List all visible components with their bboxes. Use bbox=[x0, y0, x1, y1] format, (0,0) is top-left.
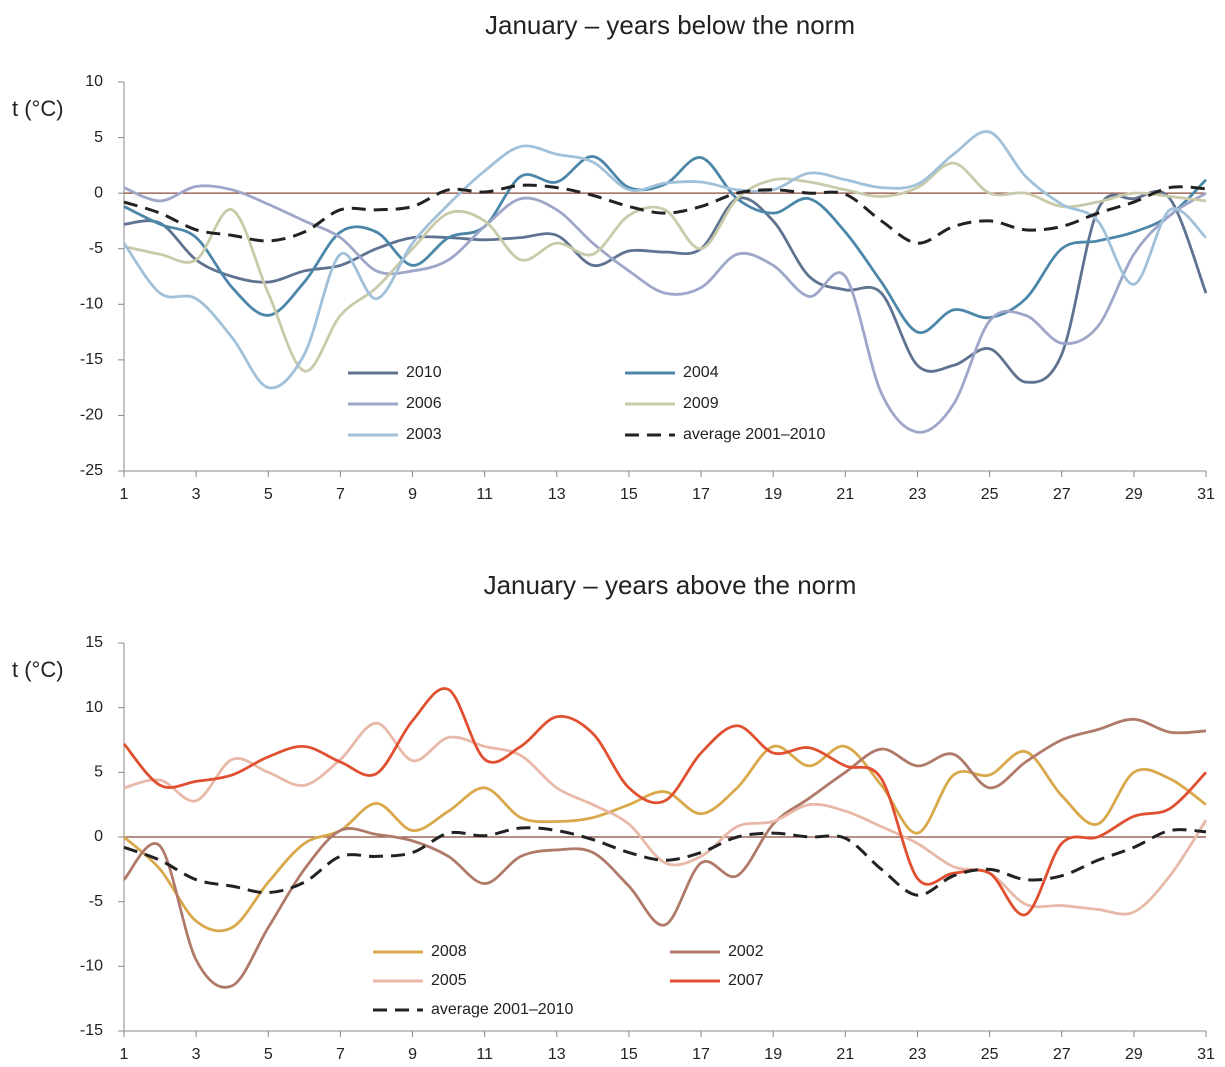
x-tick-label: 21 bbox=[836, 1046, 854, 1063]
series-line bbox=[123, 189, 1208, 384]
x-tick-label: 27 bbox=[1053, 486, 1071, 503]
y-tick-label: -15 bbox=[80, 351, 103, 368]
x-tick-label: 23 bbox=[909, 1046, 927, 1063]
x-tick-label: 15 bbox=[620, 1046, 638, 1063]
x-tick-label: 31 bbox=[1197, 1046, 1215, 1063]
legend-label: 2007 bbox=[728, 972, 764, 989]
x-tick-label: 13 bbox=[548, 1046, 566, 1063]
series-line bbox=[122, 717, 1207, 989]
x-tick-label: 25 bbox=[981, 486, 999, 503]
x-tick-label: 5 bbox=[264, 486, 273, 503]
y-tick-label: 0 bbox=[94, 184, 103, 201]
y-tick-label: 0 bbox=[94, 828, 103, 845]
x-tick-label: 29 bbox=[1125, 1046, 1143, 1063]
y-tick-label: 10 bbox=[85, 699, 103, 716]
series-line bbox=[123, 744, 1207, 933]
legend-label: 2003 bbox=[406, 426, 442, 443]
y-tick-label: -10 bbox=[80, 296, 103, 313]
x-tick-label: 11 bbox=[476, 486, 493, 503]
x-tick-label: 23 bbox=[909, 486, 927, 503]
x-tick-label: 31 bbox=[1197, 486, 1215, 503]
x-tick-label: 15 bbox=[620, 486, 638, 503]
x-tick-label: 11 bbox=[476, 1046, 493, 1063]
y-tick-label: 15 bbox=[85, 634, 103, 651]
x-tick-label: 7 bbox=[336, 486, 345, 503]
x-tick-label: 9 bbox=[408, 486, 417, 503]
x-tick-label: 27 bbox=[1053, 1046, 1071, 1063]
y-tick-label: -20 bbox=[80, 407, 103, 424]
x-tick-label: 3 bbox=[192, 486, 201, 503]
x-tick-label: 1 bbox=[120, 486, 129, 503]
legend-label: average 2001–2010 bbox=[431, 1001, 573, 1018]
legend-label: average 2001–2010 bbox=[683, 426, 825, 443]
x-tick-label: 21 bbox=[836, 486, 854, 503]
series-line bbox=[123, 721, 1208, 916]
chart-title: January – years above the norm bbox=[484, 570, 857, 600]
series-line bbox=[122, 687, 1208, 917]
y-tick-label: 5 bbox=[94, 129, 103, 146]
x-tick-label: 1 bbox=[120, 1046, 129, 1063]
x-tick-label: 13 bbox=[548, 486, 566, 503]
legend-label: 2004 bbox=[683, 364, 719, 381]
y-axis-label: t (°C) bbox=[12, 657, 64, 682]
x-tick-label: 19 bbox=[764, 486, 782, 503]
x-tick-label: 17 bbox=[692, 1046, 710, 1063]
y-tick-label: -5 bbox=[89, 240, 103, 257]
x-tick-label: 19 bbox=[764, 1046, 782, 1063]
y-tick-label: -10 bbox=[80, 958, 103, 975]
y-tick-label: 5 bbox=[94, 764, 103, 781]
legend-label: 2008 bbox=[431, 943, 467, 960]
legend-label: 2005 bbox=[431, 972, 467, 989]
x-tick-label: 9 bbox=[408, 1046, 417, 1063]
series-line bbox=[123, 183, 1207, 245]
y-tick-label: -25 bbox=[80, 462, 103, 479]
legend-label: 2010 bbox=[406, 364, 442, 381]
x-tick-label: 5 bbox=[264, 1046, 273, 1063]
x-tick-label: 25 bbox=[981, 1046, 999, 1063]
y-tick-label: -15 bbox=[80, 1022, 103, 1039]
y-axis-label: t (°C) bbox=[12, 96, 64, 121]
series-line bbox=[123, 184, 1207, 434]
chart-title: January – years below the norm bbox=[485, 10, 855, 40]
legend-label: 2009 bbox=[683, 395, 719, 412]
series-line bbox=[123, 161, 1207, 373]
x-tick-label: 3 bbox=[192, 1046, 201, 1063]
x-tick-label: 29 bbox=[1125, 486, 1143, 503]
x-tick-label: 17 bbox=[692, 486, 710, 503]
x-tick-label: 7 bbox=[336, 1046, 345, 1063]
y-tick-label: 10 bbox=[85, 73, 103, 90]
legend-label: 2006 bbox=[406, 395, 442, 412]
series-line bbox=[122, 130, 1207, 390]
y-tick-label: -5 bbox=[89, 893, 103, 910]
legend-label: 2002 bbox=[728, 943, 764, 960]
